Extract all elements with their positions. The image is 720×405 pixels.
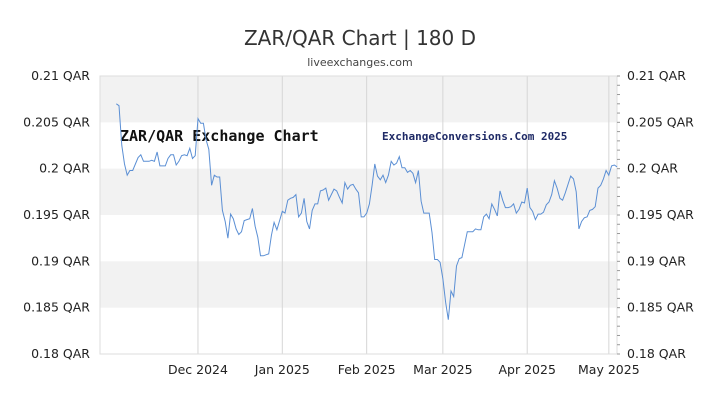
y-tick-label-right: 0.18 QAR bbox=[627, 346, 686, 361]
y-tick-label-left: 0.205 QAR bbox=[23, 114, 90, 129]
y-tick-label-left: 0.18 QAR bbox=[31, 346, 90, 361]
x-tick-label: Jan 2025 bbox=[254, 362, 310, 377]
y-tick-label-left: 0.185 QAR bbox=[23, 300, 90, 315]
y-tick-label-left: 0.21 QAR bbox=[31, 68, 90, 83]
grid-bands bbox=[100, 76, 617, 308]
y-tick-label-right: 0.185 QAR bbox=[627, 300, 694, 315]
series-line bbox=[116, 103, 618, 320]
y-tick-label-left: 0.195 QAR bbox=[23, 207, 90, 222]
y-tick-label-left: 0.2 QAR bbox=[39, 161, 90, 176]
grid-band bbox=[100, 76, 617, 123]
grid-band bbox=[100, 168, 617, 215]
y-axis-left: 0.21 QAR 0.205 QAR 0.2 QAR 0.195 QAR 0.19 QA… bbox=[23, 68, 90, 361]
x-tick-label: Feb 2025 bbox=[338, 362, 396, 377]
x-axis: Dec 2024 Jan 2025 Feb 2025 Mar 2025 Apr 2025… bbox=[168, 362, 640, 377]
y-tick-label-right: 0.19 QAR bbox=[627, 253, 686, 268]
y-tick-label-left: 0.19 QAR bbox=[31, 253, 90, 268]
y-tick-label-right: 0.205 QAR bbox=[627, 114, 694, 129]
y-tick-label-right: 0.195 QAR bbox=[627, 207, 694, 222]
x-tick-label: May 2025 bbox=[578, 362, 640, 377]
chart-annotation-left: ZAR/QAR Exchange Chart bbox=[120, 127, 319, 145]
chart-subtitle: liveexchanges.com bbox=[307, 56, 413, 69]
grid-band bbox=[100, 261, 617, 308]
vertical-gridlines bbox=[197, 76, 610, 354]
x-tick-label: Dec 2024 bbox=[168, 362, 228, 377]
x-tick-label: Apr 2025 bbox=[498, 362, 555, 377]
y-axis-right: 0.21 QAR 0.205 QAR 0.2 QAR 0.195 QAR 0.19 QA… bbox=[617, 68, 694, 361]
chart-annotation-right: ExchangeConversions.Com 2025 bbox=[382, 130, 567, 143]
series-lines bbox=[116, 103, 618, 320]
x-tick-label: Mar 2025 bbox=[413, 362, 472, 377]
y-tick-label-right: 0.21 QAR bbox=[627, 68, 686, 83]
chart-title: ZAR/QAR Chart | 180 D bbox=[243, 26, 477, 50]
y-tick-label-right: 0.2 QAR bbox=[627, 161, 678, 176]
